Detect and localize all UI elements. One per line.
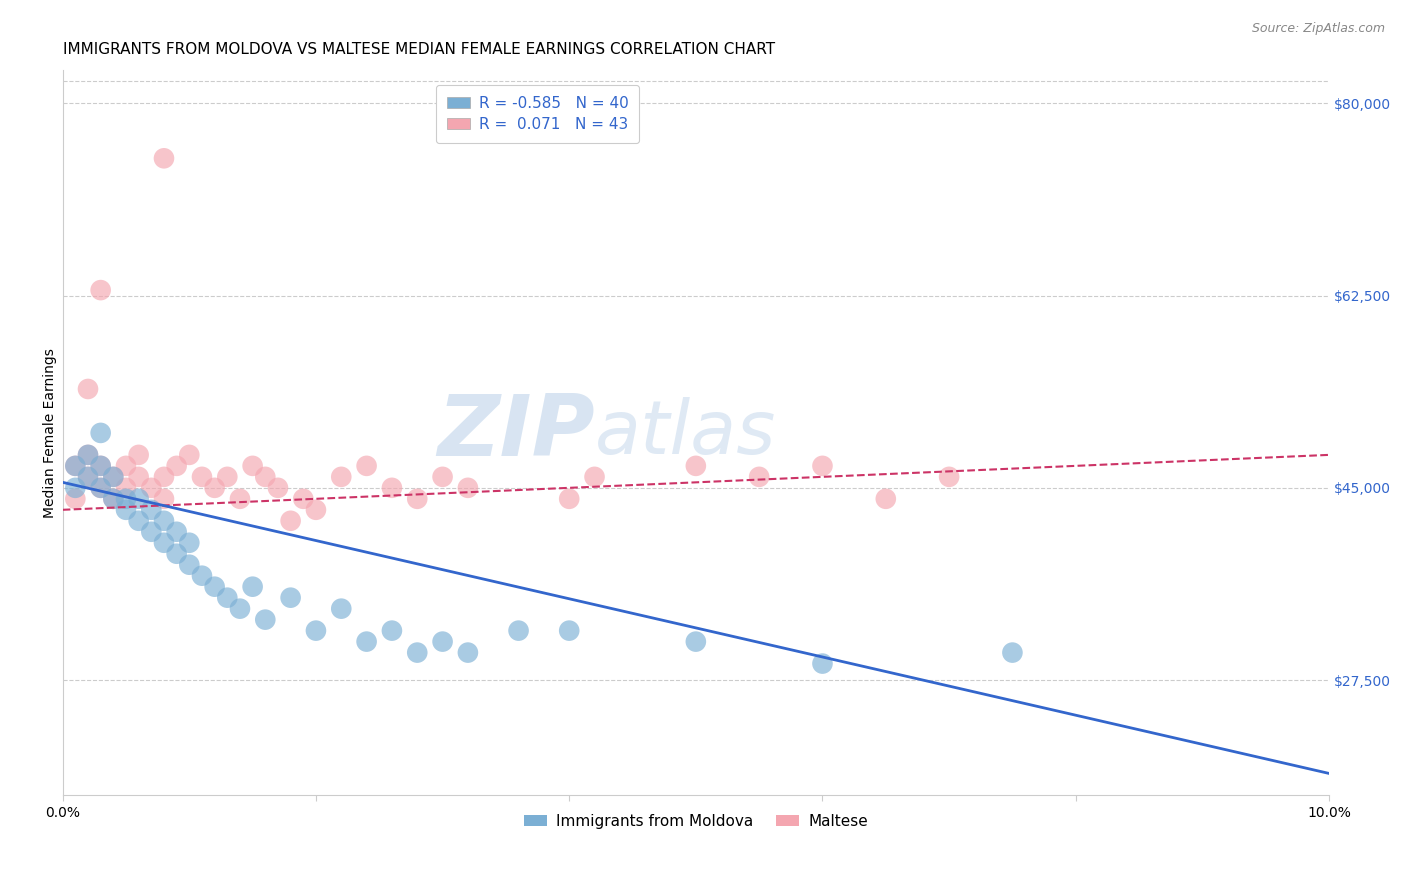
- Point: [90, 425, 112, 440]
- Point: [141, 524, 163, 539]
- Point: [330, 601, 353, 615]
- Point: [356, 458, 378, 473]
- Point: [115, 458, 138, 473]
- Point: [191, 568, 214, 582]
- Point: [65, 458, 87, 473]
- Point: [141, 481, 163, 495]
- Point: [153, 514, 176, 528]
- Point: [90, 458, 112, 473]
- Point: [128, 491, 150, 506]
- Point: [229, 601, 252, 615]
- Point: [811, 657, 834, 671]
- Point: [115, 491, 138, 506]
- Point: [217, 470, 239, 484]
- Point: [115, 503, 138, 517]
- Point: [280, 514, 302, 528]
- Point: [77, 382, 100, 396]
- Point: [90, 458, 112, 473]
- Text: atlas: atlas: [595, 397, 776, 469]
- Point: [103, 491, 125, 506]
- Point: [77, 448, 100, 462]
- Point: [153, 470, 176, 484]
- Point: [330, 470, 353, 484]
- Point: [875, 491, 897, 506]
- Point: [356, 634, 378, 648]
- Point: [103, 470, 125, 484]
- Point: [204, 481, 226, 495]
- Point: [65, 491, 87, 506]
- Point: [191, 470, 214, 484]
- Point: [432, 634, 454, 648]
- Point: [90, 283, 112, 297]
- Point: [65, 458, 87, 473]
- Point: [115, 481, 138, 495]
- Point: [811, 458, 834, 473]
- Point: [406, 491, 429, 506]
- Point: [179, 535, 201, 549]
- Point: [457, 481, 479, 495]
- Point: [103, 491, 125, 506]
- Point: [90, 481, 112, 495]
- Point: [254, 613, 277, 627]
- Point: [77, 470, 100, 484]
- Point: [558, 491, 581, 506]
- Point: [583, 470, 606, 484]
- Point: [457, 646, 479, 660]
- Point: [280, 591, 302, 605]
- Point: [179, 448, 201, 462]
- Text: IMMIGRANTS FROM MOLDOVA VS MALTESE MEDIAN FEMALE EARNINGS CORRELATION CHART: IMMIGRANTS FROM MOLDOVA VS MALTESE MEDIA…: [63, 42, 775, 57]
- Point: [217, 591, 239, 605]
- Point: [229, 491, 252, 506]
- Point: [166, 547, 188, 561]
- Point: [406, 646, 429, 660]
- Point: [153, 491, 176, 506]
- Y-axis label: Median Female Earnings: Median Female Earnings: [44, 348, 58, 518]
- Point: [166, 458, 188, 473]
- Point: [204, 580, 226, 594]
- Point: [381, 624, 404, 638]
- Legend: Immigrants from Moldova, Maltese: Immigrants from Moldova, Maltese: [517, 807, 875, 835]
- Point: [305, 624, 328, 638]
- Text: ZIP: ZIP: [437, 392, 595, 475]
- Point: [558, 624, 581, 638]
- Point: [153, 151, 176, 165]
- Point: [748, 470, 770, 484]
- Point: [508, 624, 530, 638]
- Point: [141, 503, 163, 517]
- Point: [938, 470, 960, 484]
- Point: [77, 470, 100, 484]
- Point: [166, 524, 188, 539]
- Point: [254, 470, 277, 484]
- Point: [77, 448, 100, 462]
- Point: [381, 481, 404, 495]
- Text: Source: ZipAtlas.com: Source: ZipAtlas.com: [1251, 22, 1385, 36]
- Point: [685, 634, 707, 648]
- Point: [153, 535, 176, 549]
- Point: [685, 458, 707, 473]
- Point: [128, 514, 150, 528]
- Point: [103, 470, 125, 484]
- Point: [128, 448, 150, 462]
- Point: [1001, 646, 1024, 660]
- Point: [292, 491, 315, 506]
- Point: [305, 503, 328, 517]
- Point: [267, 481, 290, 495]
- Point: [242, 458, 264, 473]
- Point: [128, 470, 150, 484]
- Point: [179, 558, 201, 572]
- Point: [432, 470, 454, 484]
- Point: [65, 481, 87, 495]
- Point: [90, 481, 112, 495]
- Point: [242, 580, 264, 594]
